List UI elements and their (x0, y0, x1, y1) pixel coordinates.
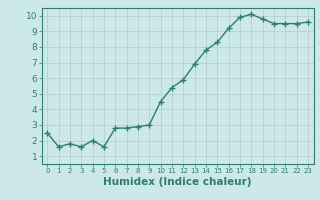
X-axis label: Humidex (Indice chaleur): Humidex (Indice chaleur) (103, 177, 252, 187)
